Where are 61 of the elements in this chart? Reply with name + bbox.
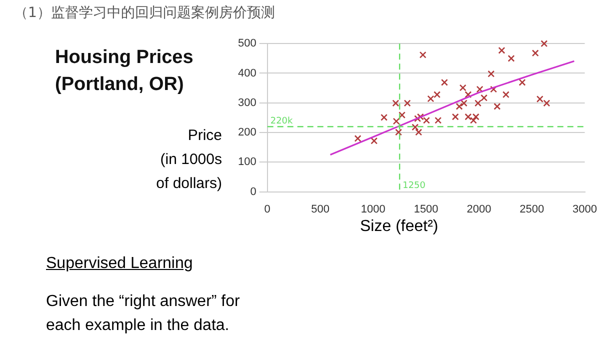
point — [490, 86, 498, 93]
point — [508, 54, 515, 62]
y-tick-label: 500 — [238, 38, 256, 50]
point — [543, 100, 550, 107]
y-tick-label: 300 — [238, 96, 256, 109]
y-tick-label: 0 — [250, 186, 256, 198]
x-tick-label: 0 — [264, 203, 270, 216]
point — [494, 102, 501, 110]
point — [398, 112, 406, 119]
ref-line-label: 1250 — [402, 180, 426, 191]
point — [476, 86, 484, 93]
point — [427, 95, 434, 102]
x-tick-label: 2000 — [466, 203, 492, 216]
x-tick-label: 1500 — [414, 203, 438, 216]
point — [532, 50, 539, 57]
y-tick-label: 400 — [238, 67, 256, 80]
point — [464, 91, 472, 98]
point — [440, 78, 448, 86]
point — [434, 116, 442, 124]
y-tick-label: 200 — [238, 126, 256, 139]
point — [470, 116, 477, 124]
y-axis-title: Price (in 1000s of dollars) — [155, 126, 222, 194]
point — [354, 134, 362, 142]
point — [540, 40, 548, 48]
point — [423, 116, 430, 124]
point — [415, 128, 422, 136]
point — [370, 137, 378, 144]
point — [414, 115, 422, 122]
point — [518, 78, 526, 86]
ref-line-label: 220k — [270, 116, 294, 127]
point — [392, 100, 400, 107]
point — [464, 113, 472, 120]
point — [498, 46, 506, 54]
point — [380, 114, 388, 121]
point — [472, 113, 480, 120]
text: （1）监督学习中的回归问题案例房价预测 — [14, 4, 275, 22]
point — [460, 100, 468, 107]
point — [416, 113, 424, 120]
point — [392, 118, 400, 125]
point — [502, 91, 510, 98]
y-tick-label: 100 — [238, 156, 256, 168]
point — [456, 102, 463, 110]
point — [395, 128, 402, 136]
point — [474, 100, 482, 107]
point — [404, 100, 411, 107]
point — [536, 96, 544, 103]
x-tick-label: 3000 — [572, 203, 598, 216]
text: Housing Prices (Portland, OR) — [55, 46, 194, 97]
x-tick-label: 1000 — [360, 203, 386, 216]
point — [434, 91, 441, 98]
text: Supervised Learning — [46, 255, 193, 273]
point — [452, 113, 459, 120]
x-tick-label: 2500 — [520, 203, 544, 216]
point — [412, 124, 419, 131]
point — [459, 84, 466, 92]
point — [480, 94, 488, 102]
point — [488, 70, 495, 78]
text: Given the “right answer” for each example in the data. — [46, 292, 240, 336]
point — [419, 51, 426, 58]
x-axis-title: Size (feet²) — [360, 218, 438, 236]
x-tick-label: 500 — [311, 203, 330, 216]
